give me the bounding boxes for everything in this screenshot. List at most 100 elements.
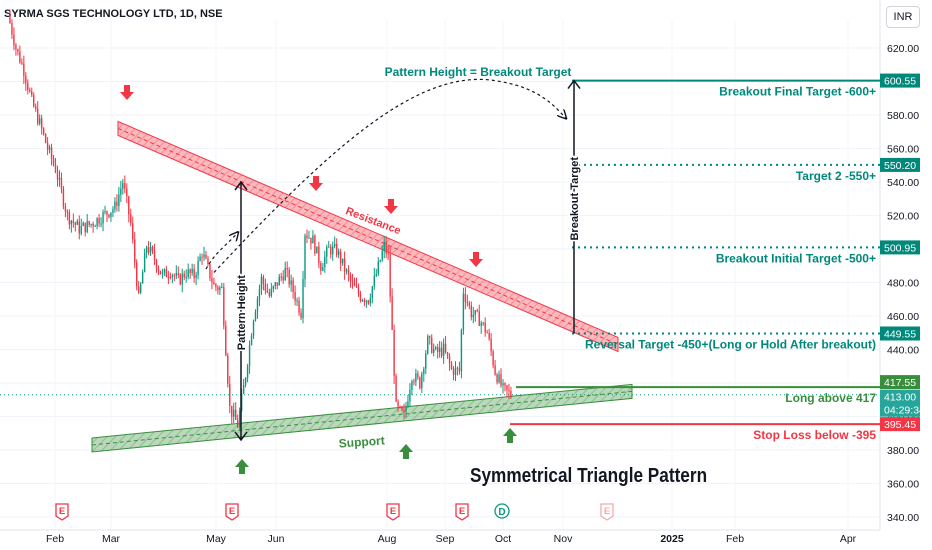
candle-body	[54, 164, 57, 173]
candle-body	[500, 374, 502, 386]
candle-body	[411, 381, 413, 391]
candle-body	[163, 269, 166, 273]
candle-body	[456, 367, 459, 369]
candle-body	[219, 287, 221, 291]
candle-body	[440, 347, 443, 356]
candle-body	[195, 274, 197, 279]
candle-body	[223, 287, 225, 326]
candle-body	[179, 274, 181, 285]
currency-selector[interactable]: INR	[886, 6, 920, 28]
candle-body	[332, 246, 334, 255]
chart-header-symbol: SYRMA SGS TECHNOLOGY LTD, 1D, NSE	[4, 8, 223, 20]
candle-body	[395, 375, 397, 402]
candle-body	[468, 303, 471, 306]
candle-body	[442, 343, 445, 356]
pattern-height-label: Pattern Height	[236, 275, 248, 351]
candle-body	[498, 374, 500, 383]
earnings-marker-text: E	[390, 506, 396, 517]
candle-body	[369, 298, 372, 304]
candle-body	[308, 237, 310, 239]
candle-body	[484, 322, 486, 333]
candle-body	[72, 220, 75, 223]
x-tick-label: Nov	[554, 533, 573, 545]
earnings-marker	[455, 503, 469, 521]
x-tick-label: Jun	[268, 533, 285, 545]
candle-body	[452, 368, 455, 375]
candle-body	[345, 269, 348, 272]
candle-body	[11, 23, 13, 35]
candle-body	[37, 108, 39, 124]
candle-body	[231, 405, 233, 417]
candle-body	[124, 183, 126, 189]
candle-body	[474, 310, 476, 315]
candle-body	[417, 373, 419, 378]
candle-body	[68, 212, 71, 225]
price-label-box	[880, 375, 920, 390]
candle-body	[42, 128, 45, 134]
candle-body	[423, 368, 425, 374]
candle-body	[203, 254, 205, 258]
candle-body	[78, 221, 80, 234]
candle-body	[187, 269, 189, 278]
candle-body	[114, 201, 116, 210]
x-tick-label: Aug	[378, 533, 397, 545]
candle-body	[306, 235, 308, 238]
candle-body	[409, 390, 411, 401]
candle-body	[337, 251, 340, 256]
candle-body	[161, 272, 164, 274]
candle-body	[201, 256, 203, 258]
candle-body	[134, 239, 136, 263]
candle-body	[207, 258, 209, 264]
candle-body	[290, 280, 292, 285]
candle-body	[425, 353, 427, 369]
y-tick-label: 580.00	[887, 110, 919, 122]
candle-body	[482, 322, 484, 324]
candle-body	[25, 75, 27, 83]
candle-body	[318, 246, 320, 264]
candle-body	[128, 196, 130, 215]
y-tick-label: 440.00	[887, 345, 919, 357]
candle-body	[181, 273, 183, 285]
candle-body	[347, 269, 350, 275]
price-label-text: 417.55	[884, 377, 916, 389]
candle-body	[508, 389, 510, 392]
candle-body	[334, 243, 336, 247]
x-tick-label: May	[206, 533, 227, 545]
candle-body	[300, 312, 302, 319]
candle-body	[488, 332, 490, 339]
y-tick-label: 560.00	[887, 144, 919, 156]
candle-body	[132, 223, 134, 240]
support-band	[91, 383, 633, 453]
candle-body	[102, 212, 104, 224]
candle-body	[56, 172, 59, 180]
candle-body	[213, 282, 215, 285]
candle-body	[314, 235, 316, 254]
candle-body	[438, 347, 441, 352]
earnings-marker-text: E	[604, 506, 610, 517]
price-label-text: 449.55	[884, 329, 916, 341]
candle-body	[298, 300, 300, 313]
candle-body	[282, 276, 284, 281]
price-label-text: 550.20	[884, 160, 916, 172]
candle-body	[90, 224, 92, 226]
candle-body	[288, 269, 290, 285]
candle-body	[145, 247, 148, 253]
x-tick-label: Sep	[436, 533, 455, 545]
candle-body	[341, 258, 344, 264]
reversal-target-label: Reversal Target -450+(Long or Hold After…	[585, 338, 876, 352]
final-target-label: Breakout Final Target -600+	[719, 85, 876, 99]
candle-body	[147, 247, 150, 253]
candle-body	[137, 286, 140, 293]
candle-body	[112, 209, 114, 213]
candle-body	[126, 188, 128, 197]
candle-body	[296, 300, 298, 302]
candle-body	[70, 220, 73, 225]
candle-body	[84, 222, 86, 232]
down-arrow-marker	[120, 85, 134, 100]
breakout-target-label: Breakout Target	[569, 157, 581, 241]
candle-body	[494, 365, 496, 375]
candle-body	[136, 262, 138, 287]
candle-body	[157, 268, 160, 271]
candle-body	[280, 276, 282, 278]
